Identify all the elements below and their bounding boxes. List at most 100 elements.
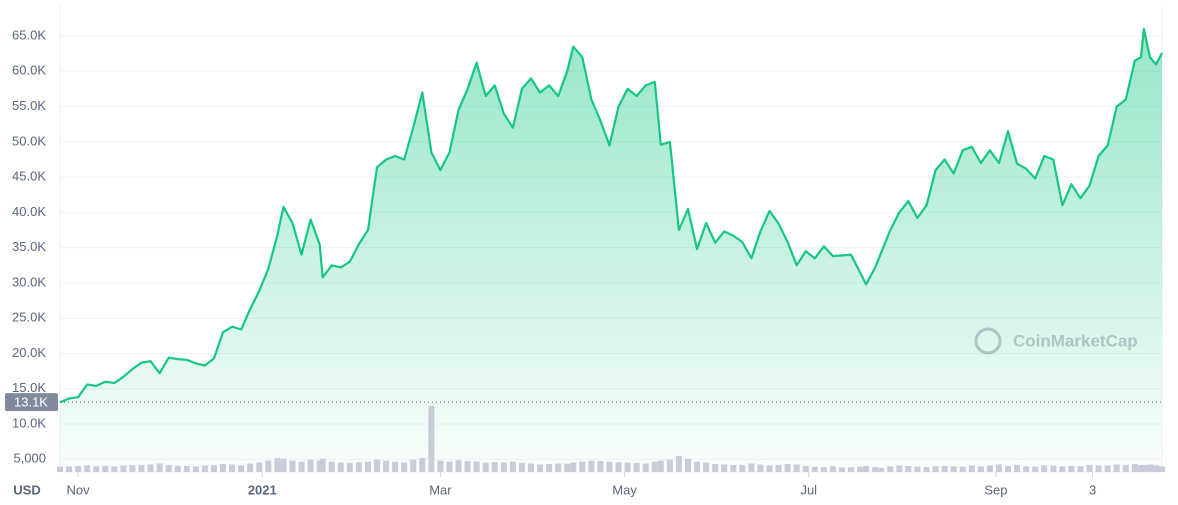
volume-bar bbox=[570, 462, 577, 472]
y-tick-label: 10.0K bbox=[12, 415, 46, 430]
x-tick-label: 3 bbox=[1089, 482, 1096, 497]
volume-bar bbox=[1041, 465, 1048, 472]
volume-bar bbox=[102, 465, 109, 472]
volume-bar bbox=[802, 465, 809, 472]
volume-bar bbox=[57, 466, 63, 472]
volume-bar bbox=[383, 460, 390, 472]
y-tick-label: 50.0K bbox=[12, 133, 46, 148]
reference-badge bbox=[5, 393, 58, 412]
volume-bar bbox=[657, 460, 664, 472]
x-tick-label: May bbox=[612, 482, 637, 497]
volume-bar bbox=[111, 466, 118, 472]
watermark-logo bbox=[974, 327, 1002, 355]
volume-bar bbox=[684, 458, 691, 472]
volume-bar bbox=[75, 465, 82, 472]
volume-bar bbox=[220, 464, 227, 472]
volume-bar bbox=[183, 465, 190, 472]
volume-bar bbox=[739, 465, 746, 472]
volume-bar bbox=[887, 466, 894, 472]
volume-bar bbox=[1104, 465, 1111, 472]
volume-bar bbox=[491, 462, 498, 472]
y-tick-label: 5,000 bbox=[13, 451, 46, 466]
volume-bar bbox=[410, 459, 417, 472]
volume-bar bbox=[775, 464, 782, 472]
volume-bar bbox=[896, 465, 903, 472]
volume-bar bbox=[651, 461, 658, 472]
volume-bar bbox=[289, 460, 296, 472]
volume-bar bbox=[509, 461, 516, 472]
volume-bar bbox=[138, 464, 145, 472]
volume-bar bbox=[694, 461, 701, 472]
volume-bar bbox=[872, 467, 879, 472]
volume-bar bbox=[93, 466, 100, 472]
volume-bar bbox=[392, 461, 399, 472]
volume-bar bbox=[337, 462, 344, 472]
volume-bar bbox=[941, 465, 948, 472]
volume-bar bbox=[1140, 464, 1147, 472]
volume-bar bbox=[518, 462, 525, 472]
volume-bar bbox=[316, 460, 323, 472]
volume-bar bbox=[1014, 464, 1021, 472]
volume-bar bbox=[624, 462, 631, 472]
volume-bar bbox=[1005, 465, 1012, 472]
x-tick-label: Nov bbox=[67, 482, 91, 497]
volume-bar bbox=[959, 466, 966, 472]
volume-bar bbox=[256, 462, 263, 472]
volume-bar bbox=[986, 465, 993, 472]
y-tick-label: 20.0K bbox=[12, 345, 46, 360]
volume-bar bbox=[174, 465, 181, 472]
volume-bar bbox=[1032, 466, 1039, 472]
volume-bar bbox=[147, 464, 154, 472]
volume-bar bbox=[527, 463, 534, 472]
volume-bar bbox=[597, 461, 604, 472]
volume-bar bbox=[1159, 466, 1165, 472]
y-tick-label: 15.0K bbox=[12, 380, 46, 395]
y-tick-label: 55.0K bbox=[12, 98, 46, 113]
volume-bar bbox=[977, 466, 984, 472]
volume-bar bbox=[995, 464, 1002, 472]
volume-bar bbox=[419, 457, 426, 472]
volume-bar bbox=[703, 462, 710, 472]
labels: USD CoinMarketCap 5,000 10.0K 15.0K 20.0K 25… bbox=[5, 27, 1138, 497]
volume-bar bbox=[905, 465, 912, 472]
volume-bar bbox=[555, 463, 562, 472]
volume-bar bbox=[588, 460, 595, 472]
currency-label: USD bbox=[13, 482, 40, 497]
y-tick-label: 60.0K bbox=[12, 63, 46, 78]
volume-bar bbox=[757, 464, 764, 472]
volume-bar bbox=[968, 465, 975, 472]
volume-bar bbox=[606, 461, 613, 472]
x-tick-label: Jul bbox=[800, 482, 817, 497]
volume-bar bbox=[615, 462, 622, 472]
volume-bar bbox=[84, 465, 91, 472]
volume-bar bbox=[455, 460, 462, 472]
y-tick-label: 65.0K bbox=[12, 27, 46, 42]
volume-bar bbox=[878, 467, 885, 472]
volume-bar bbox=[932, 466, 939, 472]
volume-bar bbox=[914, 466, 921, 472]
volume-bar bbox=[666, 459, 673, 472]
volume-bar bbox=[437, 460, 444, 472]
volume-bar bbox=[355, 462, 362, 472]
volume-bar bbox=[165, 464, 172, 472]
volume-bar bbox=[838, 467, 845, 472]
volume-bar bbox=[328, 461, 335, 472]
x-tick-label: Sep bbox=[984, 482, 1007, 497]
volume-bar bbox=[265, 460, 272, 472]
y-tick-label: 25.0K bbox=[12, 310, 46, 325]
volume-bar bbox=[120, 465, 127, 472]
volume-bar bbox=[446, 461, 453, 472]
volume-bar bbox=[820, 467, 827, 472]
volume-bar bbox=[579, 461, 586, 472]
volume-bar bbox=[1146, 464, 1153, 472]
watermark-text: CoinMarketCap bbox=[1013, 331, 1138, 350]
volume-bar bbox=[374, 459, 381, 472]
volume-bar bbox=[129, 465, 136, 472]
volume-bar bbox=[500, 462, 507, 472]
volume-bar bbox=[1152, 465, 1159, 472]
volume-bar bbox=[829, 466, 836, 472]
volume-bar bbox=[307, 459, 314, 472]
watermark: CoinMarketCap bbox=[974, 327, 1138, 355]
volume-bar bbox=[863, 465, 870, 472]
